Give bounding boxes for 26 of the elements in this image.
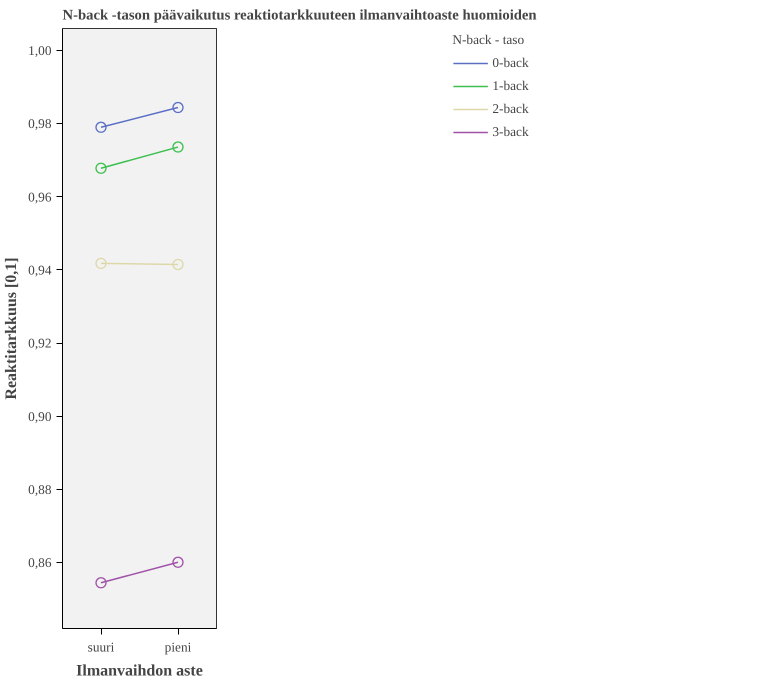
x-axis-title: Ilmanvaihdon aste <box>76 662 203 680</box>
y-tick-label: 0,96 <box>28 189 52 204</box>
point <box>95 122 107 133</box>
point <box>172 141 184 153</box>
text: N-back -tason päävaikutus reaktiotarkkuuteen ilmanvaihtoaste huomioiden <box>62 8 537 24</box>
point <box>95 258 107 270</box>
y-tick-label: 0,94 <box>28 262 52 278</box>
y-tick-label: 0,88 <box>28 482 52 497</box>
legend-label: 1-back <box>492 78 529 94</box>
y-axis-title: Reaktitarkkuus [0,1] <box>3 257 20 400</box>
point <box>95 162 107 174</box>
point <box>95 577 107 588</box>
y-tick-label: 0,92 <box>28 336 52 351</box>
y-tick-label: 0,86 <box>28 555 52 570</box>
y-tick-label: 1,00 <box>28 42 52 58</box>
legend-title: N-back - taso <box>452 32 526 48</box>
x-tick-label: pieni <box>164 640 192 654</box>
point <box>172 556 184 568</box>
legend-label: 0-back <box>492 55 529 71</box>
x-tick-label: suuri <box>88 640 115 654</box>
y-tick-label: 0,90 <box>28 408 52 424</box>
legend-label: 3-back <box>492 124 529 140</box>
point <box>172 102 184 114</box>
y-tick-label: 0,98 <box>28 116 52 132</box>
legend-label: 2-back <box>492 101 529 117</box>
point <box>172 258 184 270</box>
